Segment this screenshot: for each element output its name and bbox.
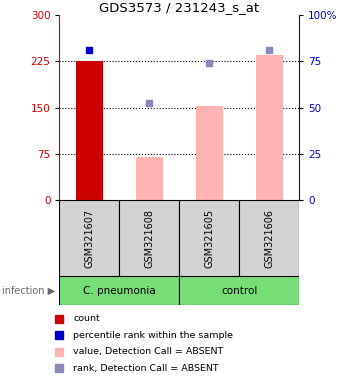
Text: C. pneumonia: C. pneumonia xyxy=(83,286,156,296)
Text: GSM321606: GSM321606 xyxy=(264,209,274,268)
Bar xyxy=(59,200,119,276)
Bar xyxy=(76,61,103,200)
Bar xyxy=(59,276,180,305)
Text: control: control xyxy=(221,286,257,296)
Bar xyxy=(239,200,299,276)
Text: infection ▶: infection ▶ xyxy=(2,286,55,296)
Bar xyxy=(256,55,283,200)
Text: count: count xyxy=(73,314,100,323)
Bar xyxy=(136,157,163,200)
Text: GSM321608: GSM321608 xyxy=(144,209,154,268)
Bar xyxy=(196,106,223,200)
Text: percentile rank within the sample: percentile rank within the sample xyxy=(73,331,233,340)
Text: GSM321607: GSM321607 xyxy=(84,209,95,268)
Bar xyxy=(179,276,299,305)
Text: GSM321605: GSM321605 xyxy=(204,209,214,268)
Text: rank, Detection Call = ABSENT: rank, Detection Call = ABSENT xyxy=(73,364,219,373)
Text: value, Detection Call = ABSENT: value, Detection Call = ABSENT xyxy=(73,347,223,356)
Bar xyxy=(119,200,179,276)
Title: GDS3573 / 231243_s_at: GDS3573 / 231243_s_at xyxy=(99,1,259,14)
Bar xyxy=(179,200,239,276)
